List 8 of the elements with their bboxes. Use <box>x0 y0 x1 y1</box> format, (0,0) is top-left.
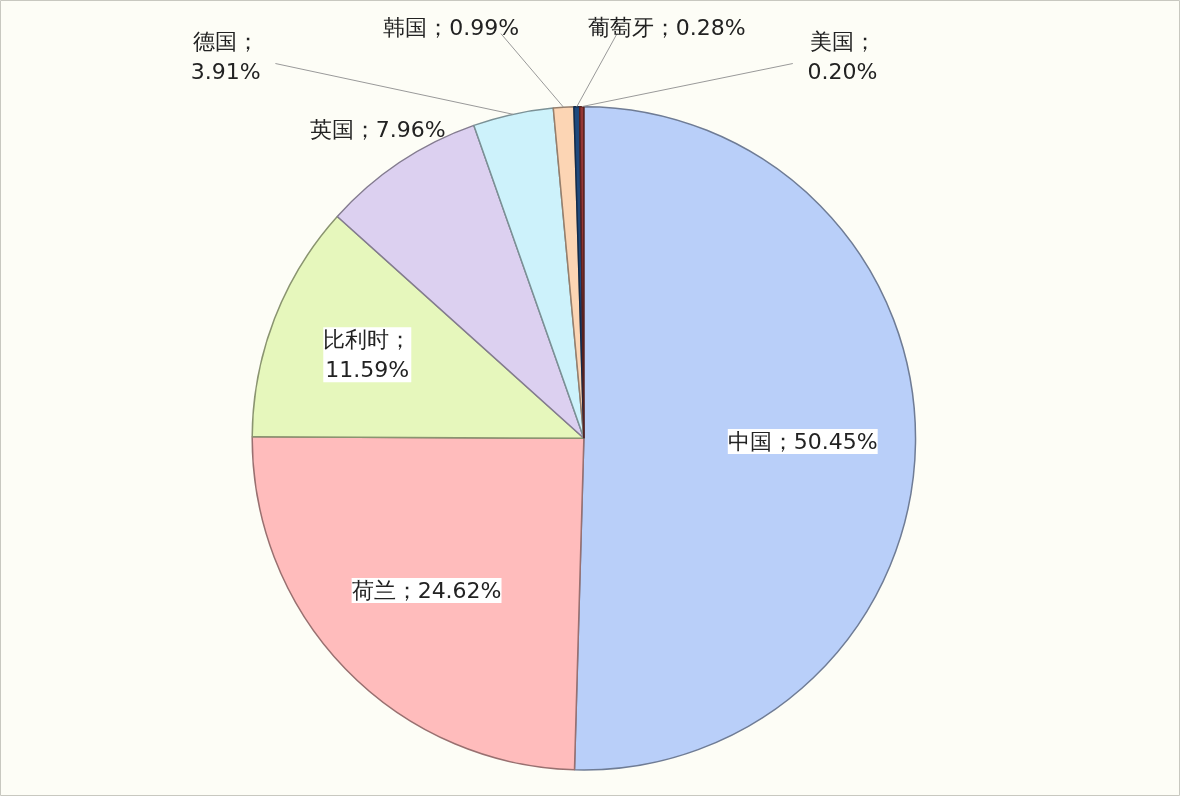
slice-label: 美国； 0.20% <box>807 29 878 85</box>
slice-label: 英国；7.96% <box>309 116 446 142</box>
slice-label: 葡萄牙；0.28% <box>587 14 746 40</box>
slice-label: 德国； 3.91% <box>190 29 261 85</box>
slice-label: 荷兰；24.62% <box>351 578 502 604</box>
slice-label: 韩国；0.99% <box>383 14 520 40</box>
slice-label: 比利时； 11.59% <box>323 327 412 383</box>
slice-label: 中国；50.45% <box>727 428 878 454</box>
